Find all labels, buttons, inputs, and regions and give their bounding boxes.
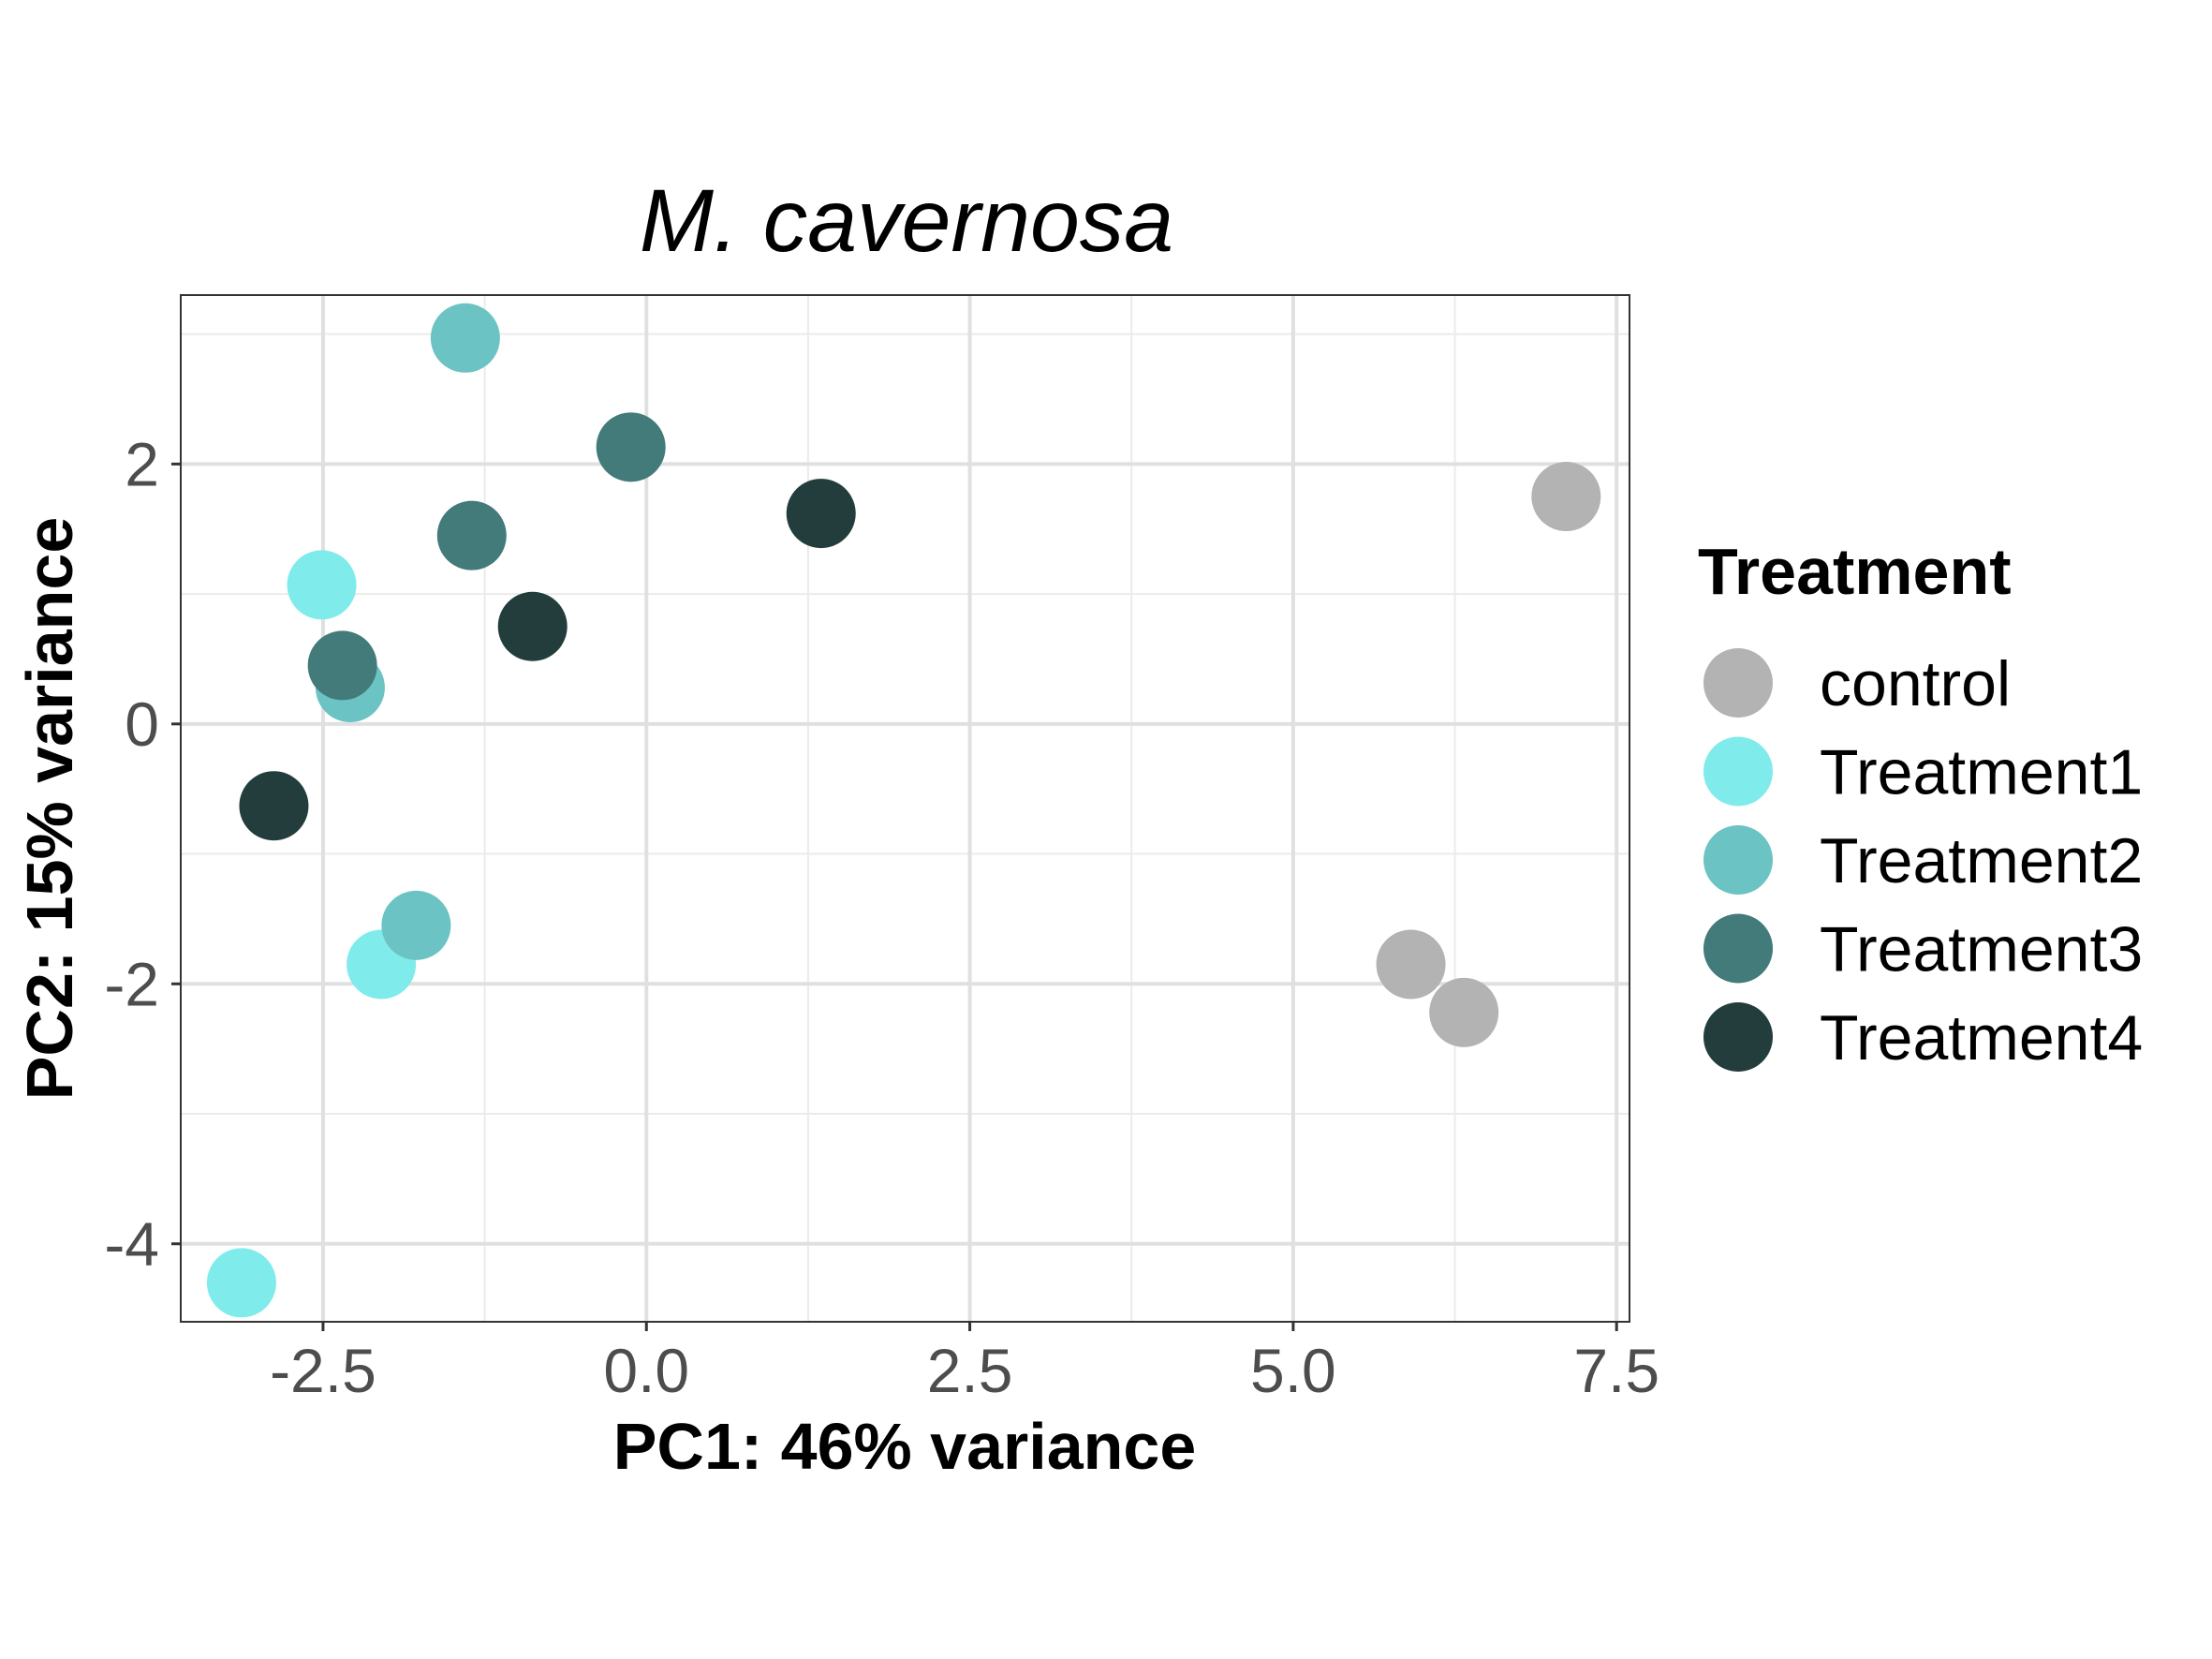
data-point-treatment1: [206, 1248, 276, 1318]
y-tick-label: -4: [104, 1209, 159, 1279]
data-point-treatment3: [596, 412, 666, 482]
x-tick-label: 5.0: [1250, 1336, 1336, 1405]
legend-title: Treatment: [1698, 535, 2012, 608]
x-tick-label: 7.5: [1573, 1336, 1659, 1405]
y-axis-ticks: -4 -2 0 2: [104, 429, 181, 1279]
plot-panel-border: [180, 294, 1630, 1323]
legend-label: Treatment3: [1820, 914, 2143, 985]
legend-key-control: [1703, 648, 1773, 718]
minor-gridlines: [181, 295, 1630, 1322]
data-point-treatment2: [430, 303, 500, 373]
data-point-treatment1: [287, 550, 357, 620]
data-point-treatment4: [786, 479, 856, 549]
legend-label: Treatment4: [1820, 1002, 2143, 1074]
x-axis-ticks: -2.5 0.0 2.5 5.0 7.5: [270, 1322, 1659, 1405]
data-points: [206, 303, 1601, 1318]
y-axis-title: PC2: 15% variance: [13, 517, 86, 1101]
legend-label: Treatment1: [1820, 737, 2143, 808]
data-point-treatment3: [436, 500, 507, 570]
major-gridlines: [181, 295, 1630, 1322]
y-tick-label: -2: [104, 949, 159, 1018]
data-point-treatment3: [307, 630, 377, 701]
legend-key-treatment2: [1703, 825, 1773, 895]
data-point-control: [1429, 977, 1499, 1047]
x-axis-title: PC1: 46% variance: [613, 1410, 1197, 1483]
legend: Treatment control Treatment1 Treatment2 Tre…: [1698, 535, 2143, 1074]
data-point-treatment4: [497, 591, 568, 661]
data-point-control: [1531, 462, 1601, 532]
x-tick-label: 0.0: [603, 1336, 689, 1405]
legend-label: control: [1820, 648, 2011, 719]
legend-label: Treatment2: [1820, 825, 2143, 896]
x-tick-label: 2.5: [927, 1336, 1013, 1405]
legend-key-treatment3: [1703, 913, 1773, 984]
legend-key-treatment1: [1703, 736, 1773, 807]
data-point-control: [1376, 929, 1446, 1000]
x-tick-label: -2.5: [270, 1336, 376, 1405]
y-tick-label: 2: [125, 429, 159, 498]
data-point-treatment4: [239, 771, 309, 841]
legend-items: control Treatment1 Treatment2 Treatment3 Tre…: [1703, 648, 2143, 1074]
y-tick-label: 0: [125, 689, 159, 759]
chart-title: M. cavernosa: [640, 171, 1173, 271]
data-point-treatment2: [381, 890, 451, 960]
legend-key-treatment4: [1703, 1002, 1773, 1072]
